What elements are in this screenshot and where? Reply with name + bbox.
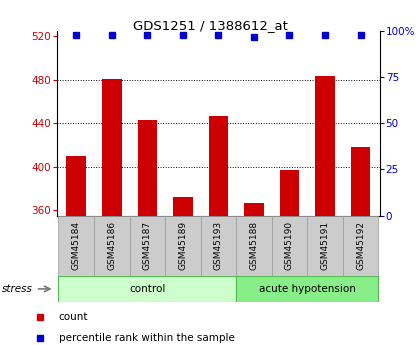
Text: GSM45186: GSM45186 (107, 221, 116, 270)
Bar (209, 116, 228, 216)
Text: GSM45191: GSM45191 (320, 221, 330, 270)
Bar (58, 216, 94, 276)
Text: GSM45190: GSM45190 (285, 221, 294, 270)
Bar (244, 203, 264, 216)
Bar (66, 156, 86, 216)
Text: GSM45184: GSM45184 (72, 221, 81, 270)
Bar (201, 216, 236, 276)
Bar (129, 216, 165, 276)
Bar (165, 216, 201, 276)
Bar (236, 216, 272, 276)
Text: stress: stress (2, 284, 33, 294)
Bar (236, 276, 378, 302)
Bar (173, 197, 193, 216)
Text: GSM45192: GSM45192 (356, 221, 365, 270)
Text: percentile rank within the sample: percentile rank within the sample (59, 333, 235, 343)
Bar (343, 216, 378, 276)
Bar (351, 147, 370, 216)
Text: count: count (59, 312, 88, 322)
Bar (280, 170, 299, 216)
Bar (272, 216, 307, 276)
Text: acute hypotension: acute hypotension (259, 284, 356, 294)
Text: GDS1251 / 1388612_at: GDS1251 / 1388612_at (133, 19, 287, 32)
Text: GSM45188: GSM45188 (249, 221, 258, 270)
Bar (315, 76, 335, 216)
Bar (58, 276, 236, 302)
Bar (94, 216, 129, 276)
Bar (307, 216, 343, 276)
Text: GSM45187: GSM45187 (143, 221, 152, 270)
Text: GSM45193: GSM45193 (214, 221, 223, 270)
Text: GSM45189: GSM45189 (178, 221, 187, 270)
Bar (102, 79, 121, 216)
Bar (138, 120, 157, 216)
Text: control: control (129, 284, 165, 294)
